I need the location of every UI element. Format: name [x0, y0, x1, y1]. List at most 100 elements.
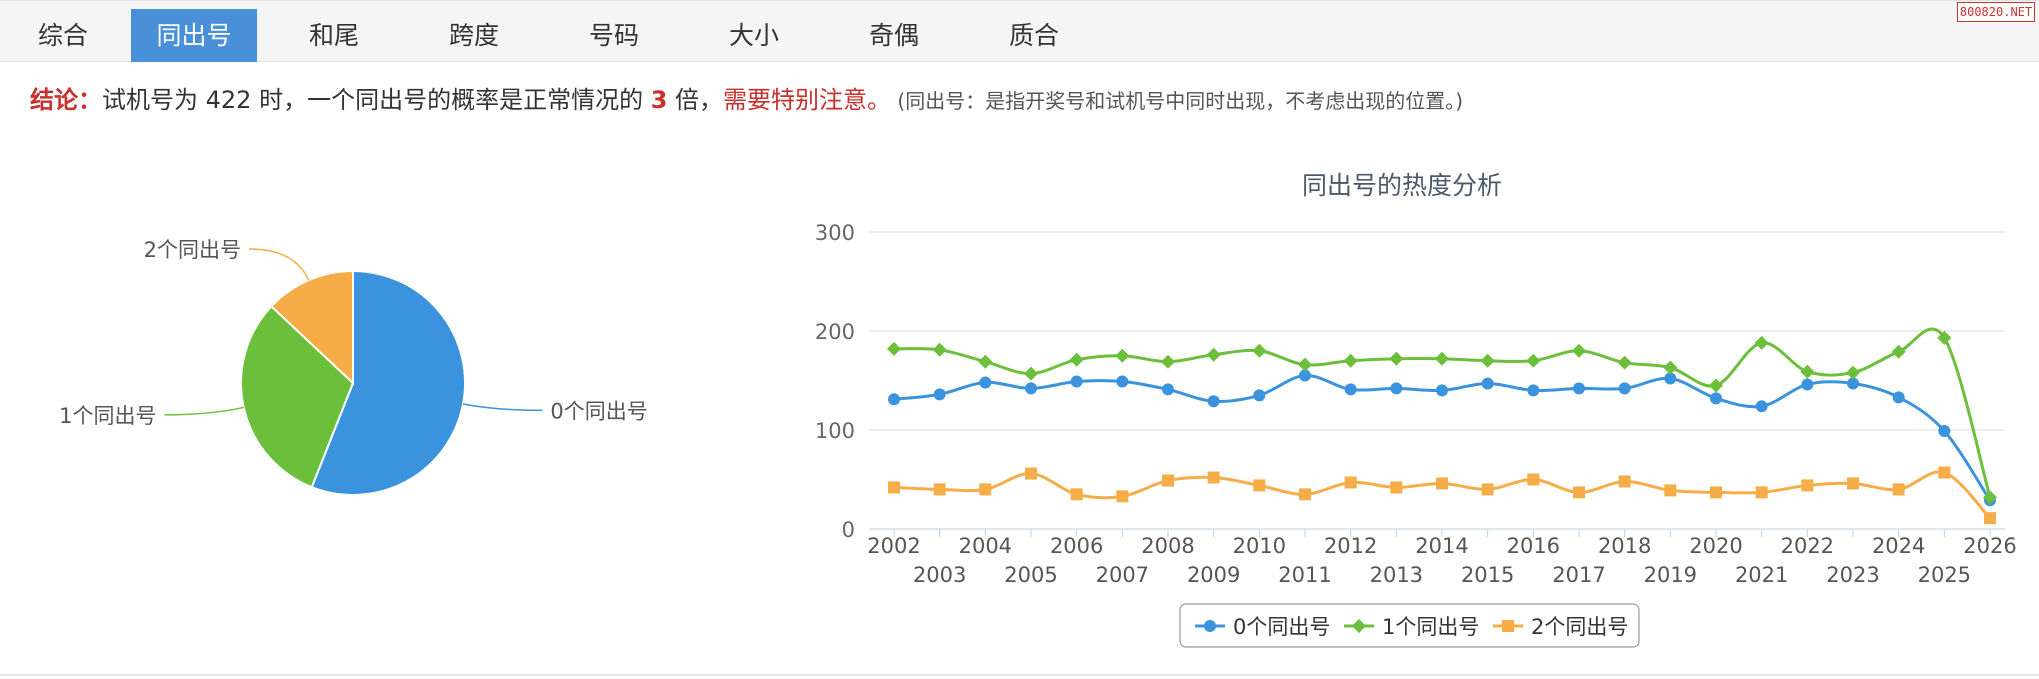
point-one-2019[interactable] [1663, 360, 1678, 375]
point-one-2016[interactable] [1526, 353, 1541, 368]
point-zero-2020[interactable] [1710, 392, 1722, 405]
point-two-2013[interactable] [1390, 481, 1403, 494]
x-tick-2002: 2002 [867, 534, 920, 558]
point-two-2018[interactable] [1618, 475, 1631, 488]
point-zero-2012[interactable] [1344, 383, 1357, 396]
point-two-2004[interactable] [979, 483, 992, 496]
point-one-2009[interactable] [1206, 347, 1221, 362]
tab-span[interactable]: 跨度 [448, 21, 499, 50]
legend-marker-two[interactable] [1502, 620, 1514, 632]
point-two-2026[interactable] [1984, 512, 1996, 525]
point-zero-2019[interactable] [1664, 372, 1677, 385]
point-zero-2021[interactable] [1755, 400, 1768, 413]
point-two-2009[interactable] [1207, 471, 1220, 484]
tab-number[interactable]: 号码 [588, 21, 639, 50]
point-zero-2003[interactable] [933, 388, 946, 401]
tab-prime-composite[interactable]: 质合 [1008, 21, 1059, 50]
pie-slice-one[interactable] [240, 304, 355, 489]
point-two-2024[interactable] [1892, 483, 1905, 496]
point-two-2023[interactable] [1847, 477, 1859, 490]
point-one-2007[interactable] [1115, 348, 1130, 363]
point-one-2012[interactable] [1343, 353, 1358, 368]
point-two-2008[interactable] [1162, 474, 1174, 487]
point-two-2017[interactable] [1573, 486, 1585, 499]
tab-same-number[interactable]: 同出号 [131, 9, 257, 62]
point-one-2015[interactable] [1480, 353, 1495, 368]
x-tick-2025: 2025 [1918, 563, 1971, 587]
point-zero-2024[interactable] [1892, 391, 1905, 404]
point-zero-2008[interactable] [1162, 383, 1174, 396]
point-two-2020[interactable] [1710, 486, 1722, 499]
pie-slice-zero[interactable] [310, 269, 466, 496]
legend-label-two[interactable]: 2个同出号 [1531, 615, 1628, 639]
point-zero-2010[interactable] [1253, 389, 1266, 402]
point-two-2007[interactable] [1116, 490, 1129, 503]
pie-leader-two [249, 248, 310, 281]
legend-label-one[interactable]: 1个同出号 [1382, 615, 1479, 639]
point-one-2008[interactable] [1161, 354, 1175, 369]
point-one-2020[interactable] [1709, 378, 1723, 393]
point-zero-2022[interactable] [1801, 378, 1814, 391]
point-zero-2004[interactable] [979, 376, 992, 389]
y-tick-300: 300 [815, 221, 855, 245]
point-one-2014[interactable] [1435, 351, 1449, 366]
point-two-2016[interactable] [1527, 473, 1540, 486]
point-two-2025[interactable] [1938, 466, 1951, 479]
point-two-2006[interactable] [1070, 488, 1083, 501]
point-one-2025[interactable] [1937, 330, 1952, 345]
tab-big-small[interactable]: 大小 [728, 21, 779, 50]
bottom-divider [0, 674, 2039, 676]
legend-marker-zero[interactable] [1204, 620, 1216, 632]
point-one-2010[interactable] [1252, 343, 1267, 358]
point-zero-2023[interactable] [1847, 377, 1859, 390]
point-two-2021[interactable] [1755, 486, 1768, 499]
point-zero-2009[interactable] [1207, 395, 1220, 408]
chart-legend: 0个同出号 1个同出号 2个同出号 [1179, 603, 1640, 648]
point-two-2015[interactable] [1481, 483, 1494, 496]
point-one-2004[interactable] [978, 354, 993, 369]
point-zero-2014[interactable] [1436, 384, 1448, 397]
point-zero-2013[interactable] [1390, 382, 1403, 395]
point-one-2024[interactable] [1891, 344, 1906, 359]
point-one-2011[interactable] [1298, 357, 1312, 372]
point-zero-2007[interactable] [1116, 375, 1129, 388]
point-one-2002[interactable] [887, 341, 901, 356]
tab-bar: 综合 同出号 和尾 跨度 号码 大小 奇偶 质合 [0, 0, 2039, 62]
point-two-2022[interactable] [1801, 479, 1814, 492]
point-zero-2011[interactable] [1299, 369, 1311, 382]
point-one-2006[interactable] [1069, 352, 1084, 367]
point-zero-2006[interactable] [1070, 375, 1083, 388]
legend-marker-one[interactable] [1352, 619, 1366, 633]
pie-slice-two[interactable] [269, 269, 354, 386]
point-one-2021[interactable] [1754, 335, 1769, 350]
point-two-2011[interactable] [1299, 488, 1311, 501]
point-zero-2025[interactable] [1938, 424, 1951, 437]
tab-summary[interactable]: 综合 [37, 21, 88, 50]
point-one-2003[interactable] [932, 342, 947, 357]
point-zero-2015[interactable] [1481, 377, 1494, 390]
point-one-2022[interactable] [1800, 364, 1815, 379]
point-two-2002[interactable] [888, 481, 900, 494]
point-one-2005[interactable] [1024, 366, 1038, 381]
point-zero-2017[interactable] [1573, 382, 1585, 395]
point-two-2010[interactable] [1253, 479, 1266, 492]
point-one-2013[interactable] [1389, 351, 1404, 366]
point-two-2012[interactable] [1344, 476, 1357, 489]
point-zero-2005[interactable] [1025, 382, 1037, 395]
point-zero-2002[interactable] [888, 393, 900, 406]
point-two-2003[interactable] [933, 483, 946, 496]
point-one-2026[interactable] [1983, 490, 1997, 505]
point-two-2014[interactable] [1436, 477, 1448, 490]
point-one-2017[interactable] [1572, 343, 1586, 358]
x-tick-2007: 2007 [1096, 563, 1149, 587]
point-one-2023[interactable] [1846, 365, 1860, 380]
legend-label-zero[interactable]: 0个同出号 [1233, 615, 1330, 639]
point-zero-2018[interactable] [1618, 382, 1631, 395]
point-zero-2016[interactable] [1527, 384, 1540, 397]
point-two-2019[interactable] [1664, 484, 1677, 497]
tab-odd-even[interactable]: 奇偶 [868, 21, 919, 50]
conclusion-multiple: 3 [650, 86, 668, 114]
point-one-2018[interactable] [1617, 355, 1632, 370]
tab-sum-tail[interactable]: 和尾 [308, 21, 359, 50]
point-two-2005[interactable] [1025, 467, 1037, 480]
